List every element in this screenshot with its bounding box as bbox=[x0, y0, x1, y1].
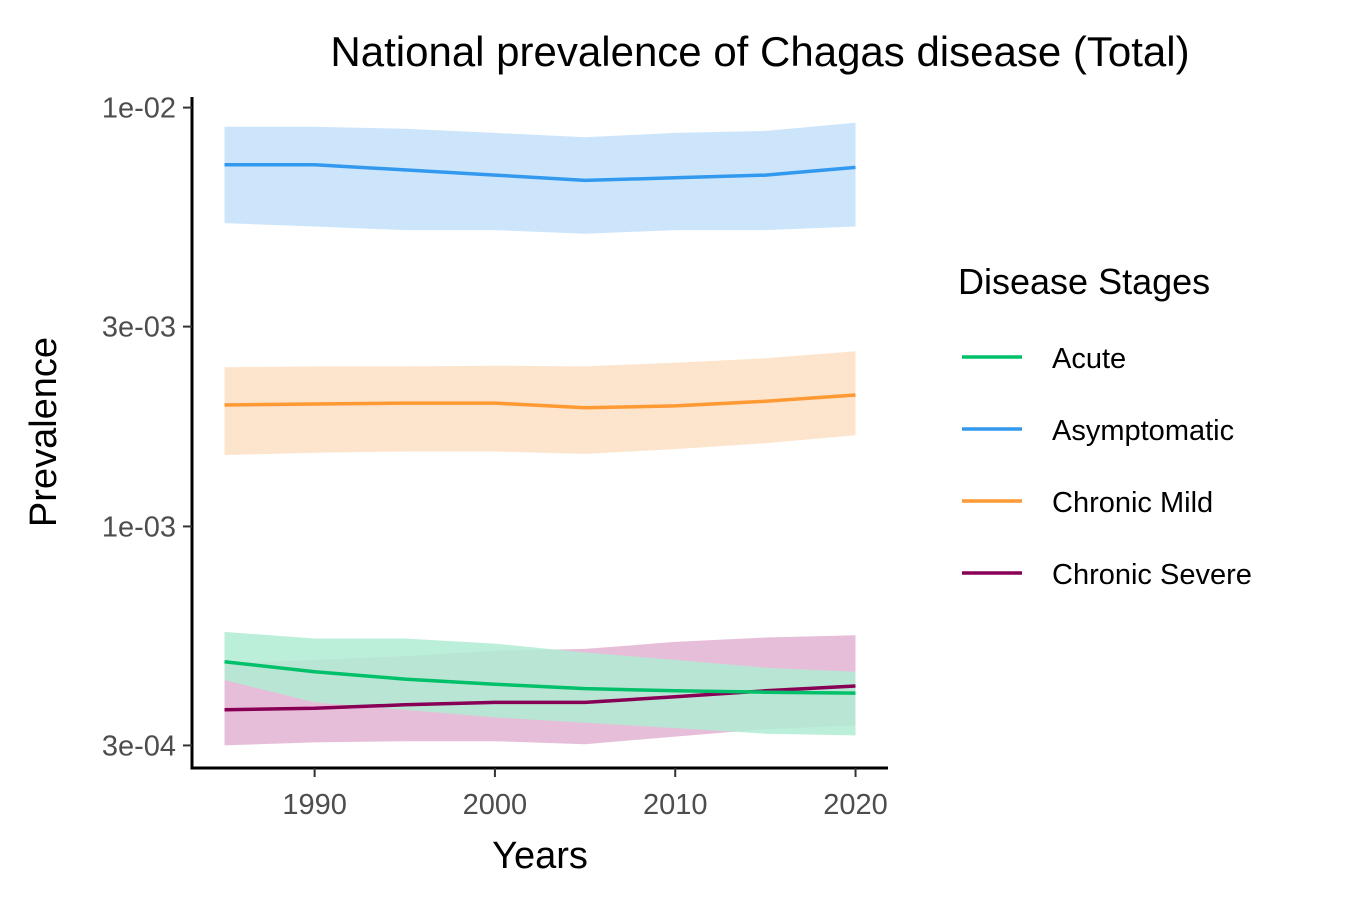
plot-area bbox=[224, 122, 856, 746]
x-tick-label: 2000 bbox=[463, 789, 528, 821]
y-axis-title: Prevalence bbox=[23, 337, 65, 527]
legend-label-chronic-mild: Chronic Mild bbox=[1052, 487, 1213, 519]
chart-title: National prevalence of Chagas disease (T… bbox=[330, 28, 1189, 75]
legend-title: Disease Stages bbox=[958, 261, 1210, 302]
acute-confidence-band bbox=[224, 631, 856, 736]
legend: Disease Stages Acute Asymptomatic Chronic … bbox=[958, 261, 1252, 591]
x-axis-title: Years bbox=[492, 835, 588, 877]
chronic-mild-series-line bbox=[224, 393, 856, 410]
acute-series-line bbox=[224, 660, 856, 695]
x-tick-label: 1990 bbox=[282, 789, 347, 821]
x-axis: 1990 2000 2010 2020 bbox=[282, 768, 888, 821]
legend-label-chronic-severe: Chronic Severe bbox=[1052, 559, 1252, 591]
asymptomatic-series-line bbox=[224, 163, 856, 183]
y-tick-label: 1e-03 bbox=[102, 511, 176, 543]
legend-label-acute: Acute bbox=[1052, 343, 1126, 375]
x-tick-label: 2020 bbox=[823, 789, 888, 821]
chronic-mild-confidence-band bbox=[224, 351, 856, 456]
y-tick-label: 3e-03 bbox=[102, 312, 176, 344]
y-tick-label: 3e-04 bbox=[102, 730, 176, 762]
y-tick-label: 1e-02 bbox=[102, 93, 176, 125]
x-tick-label: 2010 bbox=[643, 789, 708, 821]
legend-label-asymptomatic: Asymptomatic bbox=[1052, 415, 1234, 447]
y-axis: 3e-04 1e-03 3e-03 1e-02 bbox=[102, 93, 192, 762]
